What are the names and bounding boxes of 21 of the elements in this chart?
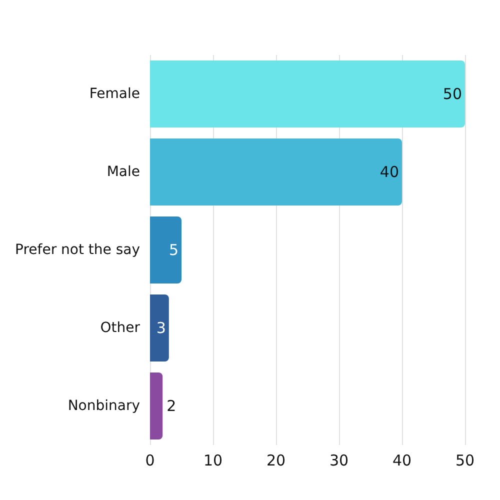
bar bbox=[150, 216, 182, 284]
bar bbox=[150, 60, 465, 128]
y-tick-label: Female bbox=[89, 86, 140, 102]
y-tick-label: Male bbox=[106, 164, 140, 180]
x-tick-label: 30 bbox=[329, 452, 349, 470]
y-tick-label: Prefer not the say bbox=[15, 242, 140, 258]
y-tick-label: Other bbox=[100, 320, 140, 336]
x-tick-label: 40 bbox=[392, 452, 412, 470]
x-tick-label: 50 bbox=[455, 452, 475, 470]
data-label: 5 bbox=[168, 241, 178, 259]
data-label: 3 bbox=[156, 319, 166, 337]
x-tick-label: 0 bbox=[145, 452, 155, 470]
bar bbox=[150, 372, 163, 440]
x-tick-label: 20 bbox=[266, 452, 286, 470]
y-tick-label: Nonbinary bbox=[68, 398, 140, 414]
x-tick-label: 10 bbox=[203, 452, 223, 470]
data-label: 40 bbox=[380, 163, 399, 181]
bar bbox=[150, 138, 402, 206]
data-label: 50 bbox=[442, 85, 462, 103]
data-label: 2 bbox=[166, 397, 176, 415]
bar bbox=[150, 294, 169, 362]
